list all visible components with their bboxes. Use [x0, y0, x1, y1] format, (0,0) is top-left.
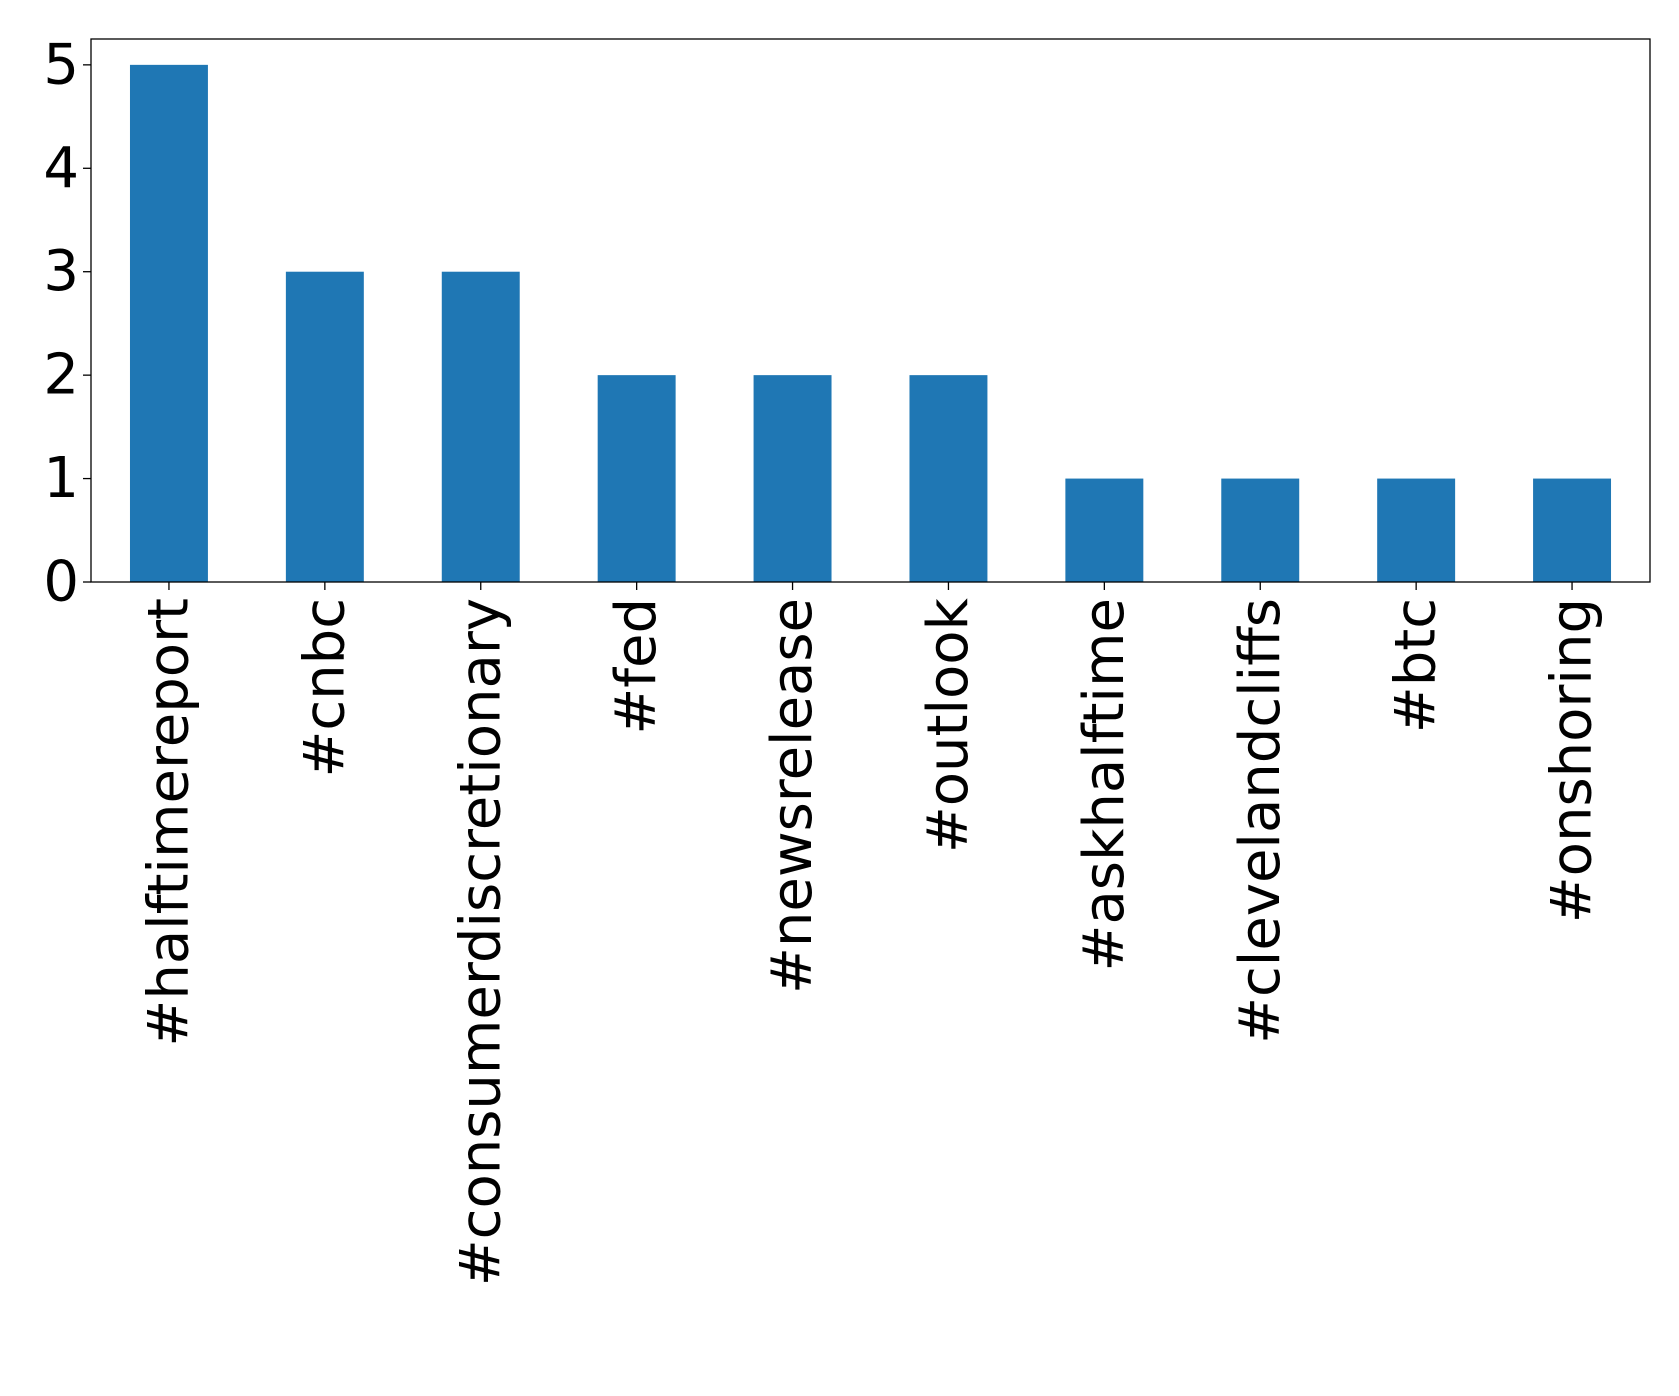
- x-tick-label: #halftimereport: [136, 598, 201, 1047]
- bar-cnbc: [285, 271, 364, 582]
- y-tick-label: 5: [43, 32, 79, 97]
- bar-askhalftime: [1065, 478, 1144, 582]
- x-tick-label: #onshoring: [1540, 598, 1605, 923]
- bar-fed: [597, 375, 676, 582]
- y-tick-label: 1: [43, 446, 79, 511]
- x-tick-label: #btc: [1384, 598, 1449, 733]
- y-tick-label: 2: [43, 343, 79, 408]
- bar-outlook: [909, 375, 988, 582]
- y-axis: 0 1 2 3 4 5: [43, 32, 91, 615]
- x-tick-label: #askhalftime: [1072, 598, 1137, 971]
- bar-onshoring: [1533, 478, 1612, 582]
- bar-clevelandcliffs: [1221, 478, 1300, 582]
- bar-consumerdiscretionary: [441, 271, 520, 582]
- x-tick-label: #consumerdiscretionary: [448, 598, 513, 1286]
- bars-group: [129, 64, 1612, 583]
- y-tick-label: 4: [43, 136, 79, 201]
- x-tick-label: #newsrelease: [760, 598, 825, 994]
- plot-frame: [90, 38, 1651, 583]
- y-tick-label: 3: [43, 239, 79, 304]
- bar-halftimereport: [129, 64, 208, 583]
- x-tick-label: #outlook: [916, 597, 981, 853]
- x-tick-label: #clevelandcliffs: [1228, 598, 1293, 1044]
- x-tick-label: #cnbc: [292, 598, 357, 778]
- x-tick-label: #fed: [604, 598, 669, 735]
- y-tick-label: 0: [43, 550, 79, 615]
- bar-newsrelease: [753, 375, 832, 582]
- x-axis: #halftimereport #cnbc #consumerdiscretiona…: [136, 582, 1605, 1286]
- bar-btc: [1377, 478, 1456, 582]
